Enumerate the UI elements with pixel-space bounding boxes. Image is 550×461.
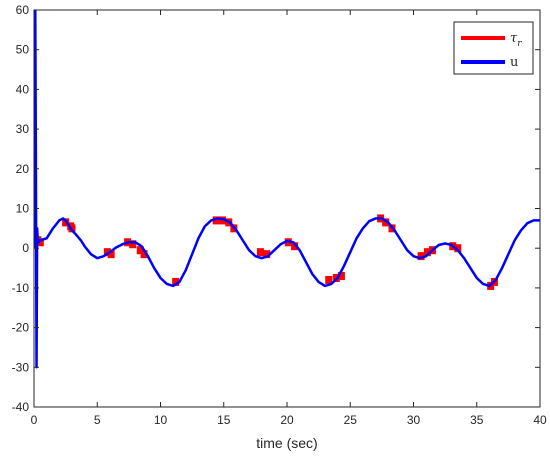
legend-label-tau-main: τ [510,31,518,46]
y-tick-label: 20 [16,162,30,176]
x-tick-label: 25 [344,413,358,427]
tau-r-point [256,248,264,257]
tau-r-point [36,238,44,247]
x-tick-label: 10 [154,413,168,427]
y-tick-label: 0 [22,241,29,255]
tau-r-point [107,250,115,259]
x-tick-label: 30 [407,413,421,427]
y-tick-label: 30 [16,122,30,136]
tau-r-point [454,244,462,253]
x-tick-label: 0 [31,413,38,427]
y-tick-label: -20 [12,321,30,335]
tau-r-point [382,218,390,227]
series-layer [34,10,540,369]
tau-r-point [212,216,220,225]
y-tick-label: -10 [12,281,30,295]
tau-r-point [103,248,111,257]
x-ticks: 0 5 10 15 20 25 30 35 40 [31,10,547,427]
y-tick-label: 10 [16,202,30,216]
legend-label-u: u [510,55,518,70]
tau-r-point [291,242,299,251]
x-tick-label: 5 [94,413,101,427]
u-series-line [34,10,540,369]
tau-r-point [136,246,144,255]
y-tick-label: 40 [16,82,30,96]
y-tick-label: 50 [16,43,30,57]
tau-r-point [325,275,333,284]
legend: τr u [453,21,534,75]
tau-r-point [140,250,148,259]
legend-label-tau-sub: r [517,39,522,49]
legend-box [453,21,534,75]
x-tick-label: 20 [280,413,294,427]
tau-r-point [172,277,180,286]
x-tick-label: 35 [470,413,484,427]
plot-area [34,10,540,407]
tau-r-point [337,271,345,280]
y-tick-label: -30 [12,360,30,374]
legend-label-tau-r: τr [510,31,522,49]
y-tick-label: 60 [16,3,30,17]
x-tick-label: 40 [533,413,547,427]
tau-r-point [423,248,431,257]
tau-r-point [263,250,271,259]
tau-r-point [218,216,226,225]
x-tick-label: 15 [217,413,231,427]
tau-r-point [129,240,137,249]
y-ticks: -40 -30 -20 -10 0 10 20 30 40 50 60 [12,3,540,414]
tau-r-point [417,252,425,261]
y-tick-label: -40 [12,400,30,414]
x-axis-title: time (sec) [256,435,317,451]
